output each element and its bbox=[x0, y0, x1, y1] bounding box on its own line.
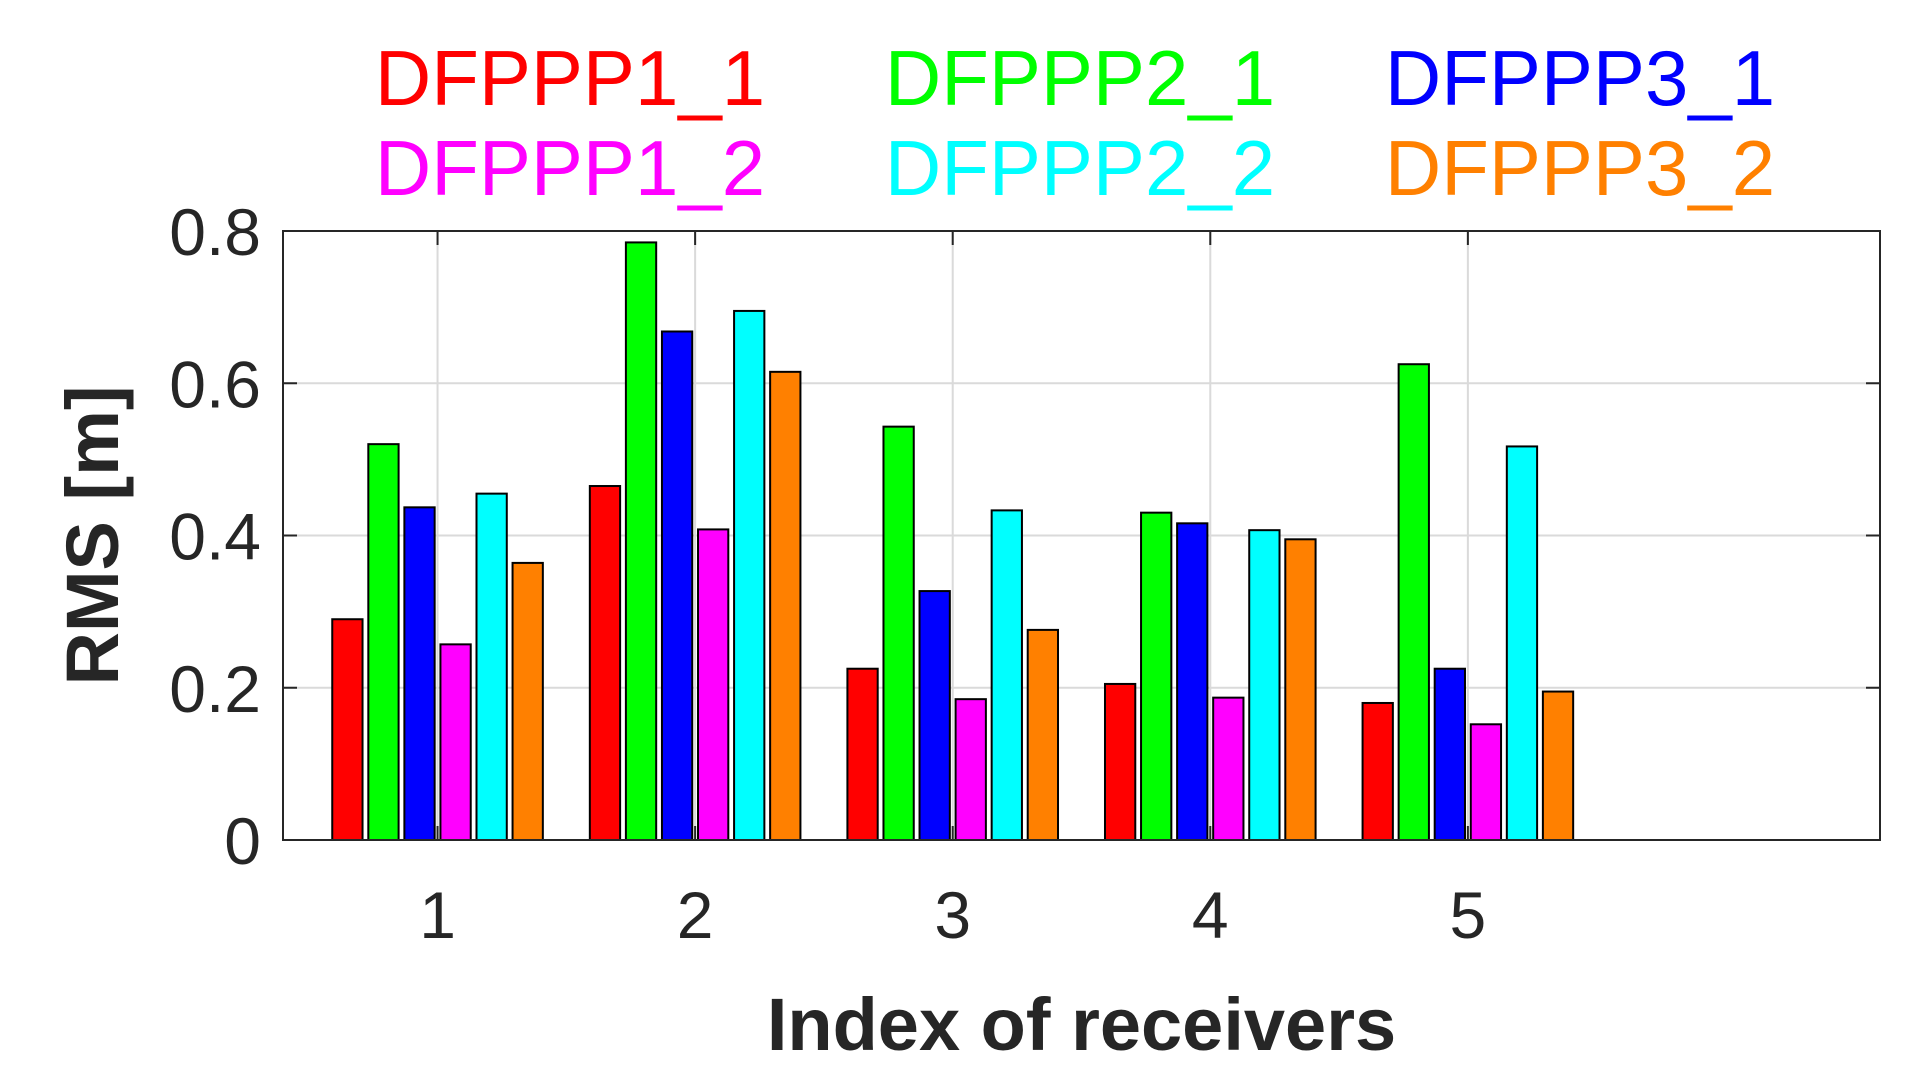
x-tick-labels: 1 2 3 4 5 bbox=[419, 878, 1486, 952]
bar-DFPPP3_1-3 bbox=[918, 590, 951, 841]
bar-DFPPP1_1-2 bbox=[588, 485, 622, 841]
bar-DFPPP2_2-1 bbox=[475, 492, 508, 841]
bar-DFPPP3_1-5 bbox=[1433, 667, 1466, 841]
bar-DFPPP1_2-5 bbox=[1469, 723, 1503, 841]
legend-item-DFPPP3_1: DFPPP3_1 bbox=[1385, 34, 1775, 122]
bar-DFPPP2_2-2 bbox=[733, 309, 766, 841]
x-tick-label: 3 bbox=[934, 878, 971, 952]
bar-DFPPP1_1-3 bbox=[846, 667, 879, 841]
bar-DFPPP2_1-3 bbox=[882, 425, 915, 841]
bar-DFPPP3_2-1 bbox=[511, 561, 544, 842]
y-tick-label: 0.2 bbox=[169, 652, 261, 726]
y-tick-label: 0 bbox=[224, 804, 261, 878]
y-tick-label: 0.4 bbox=[169, 500, 261, 574]
x-tick-label: 1 bbox=[419, 878, 456, 952]
legend-item-DFPPP2_1: DFPPP2_1 bbox=[885, 34, 1275, 122]
x-tick-label: 4 bbox=[1192, 878, 1229, 952]
bar-DFPPP2_1-1 bbox=[367, 443, 400, 841]
bar-DFPPP2_1-2 bbox=[624, 241, 658, 841]
y-axis-label: RMS [m] bbox=[51, 385, 134, 685]
legend-item-DFPPP1_2: DFPPP1_2 bbox=[375, 124, 765, 212]
legend-item-DFPPP2_2: DFPPP2_2 bbox=[885, 124, 1275, 212]
x-tick-label: 5 bbox=[1450, 878, 1487, 952]
axis-ticks bbox=[283, 230, 1880, 841]
grid-lines bbox=[283, 231, 1880, 840]
bar-DFPPP3_2-5 bbox=[1541, 690, 1575, 842]
bar-DFPPP3_2-3 bbox=[1026, 628, 1060, 842]
legend: DFPPP1_1 DFPPP2_1 DFPPP3_1 DFPPP1_2 DFPPP2_2… bbox=[375, 34, 1775, 212]
bar-DFPPP3_1-1 bbox=[403, 506, 436, 841]
bar-DFPPP1_2-2 bbox=[697, 528, 730, 841]
bar-DFPPP1_1-1 bbox=[331, 618, 364, 841]
x-axis-label: Index of receivers bbox=[767, 983, 1396, 1066]
y-tick-labels: 0 0.2 0.4 0.6 0.8 bbox=[169, 195, 261, 878]
bar-DFPPP1_2-4 bbox=[1212, 696, 1245, 841]
bar-DFPPP2_1-4 bbox=[1140, 511, 1173, 841]
bar-DFPPP2_2-3 bbox=[990, 509, 1023, 841]
bar-DFPPP1_1-5 bbox=[1361, 701, 1394, 841]
bar-DFPPP3_1-4 bbox=[1176, 522, 1209, 841]
bar-DFPPP3_2-2 bbox=[769, 370, 802, 841]
bar-DFPPP2_2-5 bbox=[1505, 445, 1539, 841]
bar-DFPPP2_1-5 bbox=[1397, 363, 1430, 841]
legend-item-DFPPP3_2: DFPPP3_2 bbox=[1385, 124, 1775, 212]
y-tick-label: 0.6 bbox=[169, 347, 261, 421]
bar-DFPPP1_1-4 bbox=[1103, 682, 1137, 841]
bar-DFPPP3_2-4 bbox=[1284, 538, 1317, 842]
bar-DFPPP1_2-3 bbox=[954, 698, 987, 842]
x-tick-label: 2 bbox=[677, 878, 714, 952]
legend-item-DFPPP1_1: DFPPP1_1 bbox=[375, 34, 765, 122]
bar-DFPPP2_2-4 bbox=[1248, 529, 1281, 841]
bar-DFPPP1_2-1 bbox=[439, 643, 472, 842]
bar-DFPPP3_1-2 bbox=[660, 330, 694, 841]
y-tick-label: 0.8 bbox=[169, 195, 261, 269]
